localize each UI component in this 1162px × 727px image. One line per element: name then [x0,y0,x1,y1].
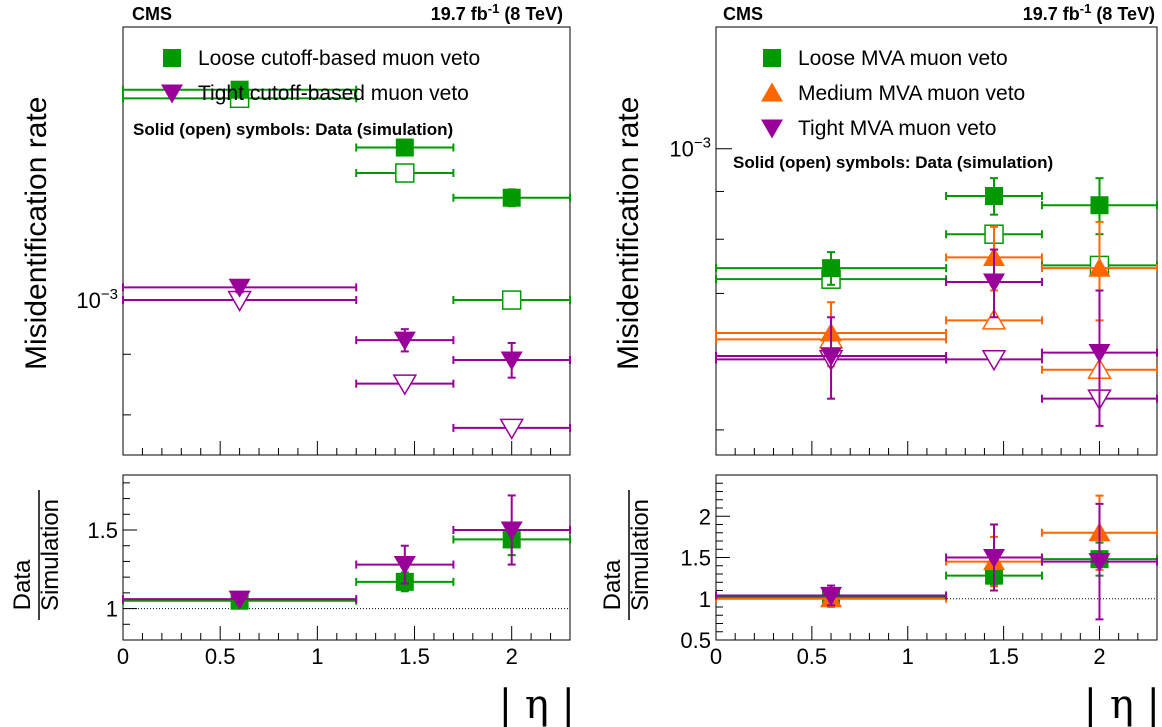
ratio-y-title-numerator: Data [599,559,626,610]
x-tick-label: 2 [506,644,518,669]
y-tick-label-main: 10−3 [76,286,118,313]
x-tick-label: 0.5 [797,644,828,669]
ratio-y-title-denominator: Simulation [37,499,64,611]
ratio-marker [393,556,416,576]
ratio-y-axis-title-right: Data Simulation [599,490,654,620]
data-marker [393,331,416,351]
legend-entry-label: Tight MVA muon veto [798,117,996,140]
legend-marker [163,49,181,67]
data-marker [1088,257,1111,277]
x-tick-label: 1 [902,644,914,669]
sim-marker [499,418,524,440]
sim-marker [392,374,418,396]
x-tick-label: 2 [1093,644,1105,669]
legend-marker [761,119,783,139]
legend-marker [761,82,783,102]
lumi-label-left: 19.7 fb-1 (8 TeV) [431,1,563,24]
ratio-y-axis-title-left: Data Simulation [9,490,64,620]
main-plot-frame [715,26,1158,456]
x-tick-label: 0 [710,644,722,669]
note-right: Solid (open) symbols: Data (simulation) [733,153,1053,172]
x-axis-title-left: | η | [499,682,575,727]
y-tick-label-ratio: 1.5 [87,518,118,543]
data-marker [230,80,249,99]
ratio-marker [983,548,1006,568]
y-axis-title-right: Misidentification rate [612,97,645,370]
y-tick-label-ratio: 1 [699,587,711,612]
y-tick-label-ratio: 1 [106,597,118,622]
y-tick-label-main: 10−3 [669,135,711,162]
ratio-marker [820,586,843,606]
y-tick-label-ratio: 2 [699,504,711,529]
sim-marker [981,350,1007,372]
lumi-label-right: 19.7 fb-1 (8 TeV) [1023,1,1155,24]
x-tick-label: 1.5 [988,644,1019,669]
data-marker [1088,344,1111,364]
data-marker [500,351,523,371]
sim-marker [395,163,415,183]
legend-marker [161,84,183,104]
ratio-marker [1088,553,1111,573]
data-marker [1090,196,1109,215]
cms-label-right: CMS [723,4,763,24]
left-panel: 0 0.5 1 1.5 2 10−3 1 1.5 Loose cutoff-based muon… [76,26,571,669]
data-marker [822,259,841,278]
x-tick-label: 0 [117,644,129,669]
data-marker [502,188,521,207]
ratio-plot-frame [122,474,571,641]
sim-marker [981,308,1007,330]
legend-marker [763,49,781,67]
x-tick-label: 1.5 [399,644,430,669]
main-plot-frame [122,26,571,456]
ratio-y-title-numerator: Data [9,559,36,610]
x-tick-label: 1 [311,644,323,669]
data-marker [985,187,1004,206]
legend-entry-label: Medium MVA muon veto [798,82,1025,105]
legend-entry-label: Tight cutoff-based muon veto [198,82,469,105]
ratio-y-title-denominator: Simulation [627,499,654,611]
y-tick-label-ratio: 1.5 [680,546,711,571]
data-marker [820,347,843,367]
cms-label-left: CMS [132,4,172,24]
note-left: Solid (open) symbols: Data (simulation) [133,120,453,139]
ratio-marker [228,590,251,610]
y-tick-label-ratio: 0.5 [680,628,711,653]
data-marker [983,273,1006,293]
sim-marker [501,290,522,310]
data-marker [395,138,414,157]
x-axis-title-right: | η | [1084,682,1160,727]
ratio-marker [500,521,523,541]
y-axis-title-left: Misidentification rate [20,97,53,370]
legend-entry-label: Loose MVA muon veto [798,47,1008,70]
x-tick-label: 0.5 [205,644,236,669]
data-marker [228,278,251,298]
legend-entry-label: Loose cutoff-based muon veto [198,47,480,70]
